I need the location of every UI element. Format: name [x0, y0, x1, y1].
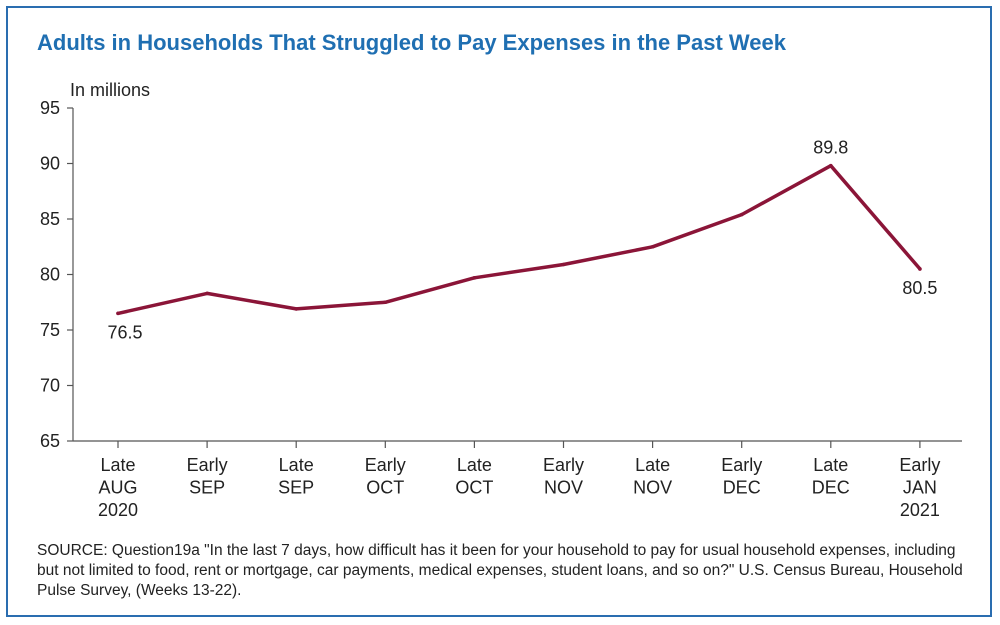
x-tick-label-line: NOV: [544, 478, 583, 498]
x-tick-label-line: OCT: [455, 478, 493, 498]
x-tick-label-line: DEC: [812, 478, 850, 498]
data-point: [829, 163, 833, 168]
x-tick-label-line: Late: [813, 455, 848, 475]
x-tick-label-line: Early: [721, 455, 762, 475]
y-tick-label: 75: [40, 320, 60, 340]
x-tick-label-line: AUG: [98, 478, 137, 498]
series-line: [116, 163, 922, 316]
chart-frame: [6, 6, 992, 617]
data-label: 76.5: [107, 322, 142, 342]
x-tick-label-line: 2020: [98, 500, 138, 520]
x-tick-label-line: Late: [635, 455, 670, 475]
x-tick-label: Early SEP: [187, 455, 228, 498]
series-layer: [116, 163, 922, 316]
data-labels: 76.5 89.8 80.5: [107, 138, 937, 343]
x-tick-label: Late OCT: [455, 455, 493, 498]
x-tick-label-line: Late: [457, 455, 492, 475]
x-tick-label: Late NOV: [633, 455, 672, 498]
x-tick-label-line: Early: [187, 455, 228, 475]
y-tick-label: 65: [40, 431, 60, 451]
x-tick-label-line: SEP: [189, 478, 225, 498]
data-point: [205, 291, 209, 296]
x-tick-label: Late SEP: [278, 455, 314, 498]
x-tick-label: Early NOV: [543, 455, 584, 498]
data-point: [561, 262, 566, 267]
x-axis: Late AUG 2020 Early SEP Late SEP Early OCT Late OC…: [73, 440, 962, 520]
chart-title: Adults in Households That Struggled to P…: [37, 30, 786, 55]
x-tick-label-line: SEP: [278, 478, 314, 498]
x-tick-label: Early OCT: [365, 455, 406, 498]
data-point: [739, 212, 744, 217]
x-tick-label-line: 2021: [900, 500, 940, 520]
data-point: [294, 307, 299, 311]
x-tick-label-line: Late: [100, 455, 135, 475]
x-tick-label-line: DEC: [723, 478, 761, 498]
data-point: [472, 276, 477, 280]
y-tick-label: 70: [40, 376, 60, 396]
y-axis: 65 70 75 80 85 90 95: [40, 98, 74, 451]
source-note: SOURCE: Question19a "In the last 7 days,…: [37, 542, 963, 599]
x-tick-label-line: Late: [279, 455, 314, 475]
x-tick-label: Late DEC: [812, 455, 850, 498]
x-tick-label: Early DEC: [721, 455, 762, 498]
y-tick-label: 90: [40, 154, 60, 174]
x-tick-label-line: Early: [365, 455, 406, 475]
y-axis-unit-label: In millions: [70, 80, 151, 100]
y-tick-label: 95: [40, 98, 60, 118]
data-point: [383, 300, 388, 305]
data-label: 89.8: [813, 138, 848, 158]
data-label: 80.5: [902, 278, 937, 298]
data-point: [918, 267, 922, 271]
data-point: [650, 244, 655, 249]
x-tick-label: Late AUG 2020: [98, 455, 138, 520]
x-tick-label-line: NOV: [633, 478, 672, 498]
y-tick-label: 80: [40, 265, 60, 285]
x-tick-label-line: OCT: [366, 478, 404, 498]
x-tick-label: Early JAN 2021: [899, 455, 940, 520]
x-tick-label-line: JAN: [903, 478, 937, 498]
data-point: [116, 311, 120, 316]
x-tick-label-line: Early: [899, 455, 940, 475]
x-tick-label-line: Early: [543, 455, 584, 475]
y-tick-label: 85: [40, 209, 60, 229]
